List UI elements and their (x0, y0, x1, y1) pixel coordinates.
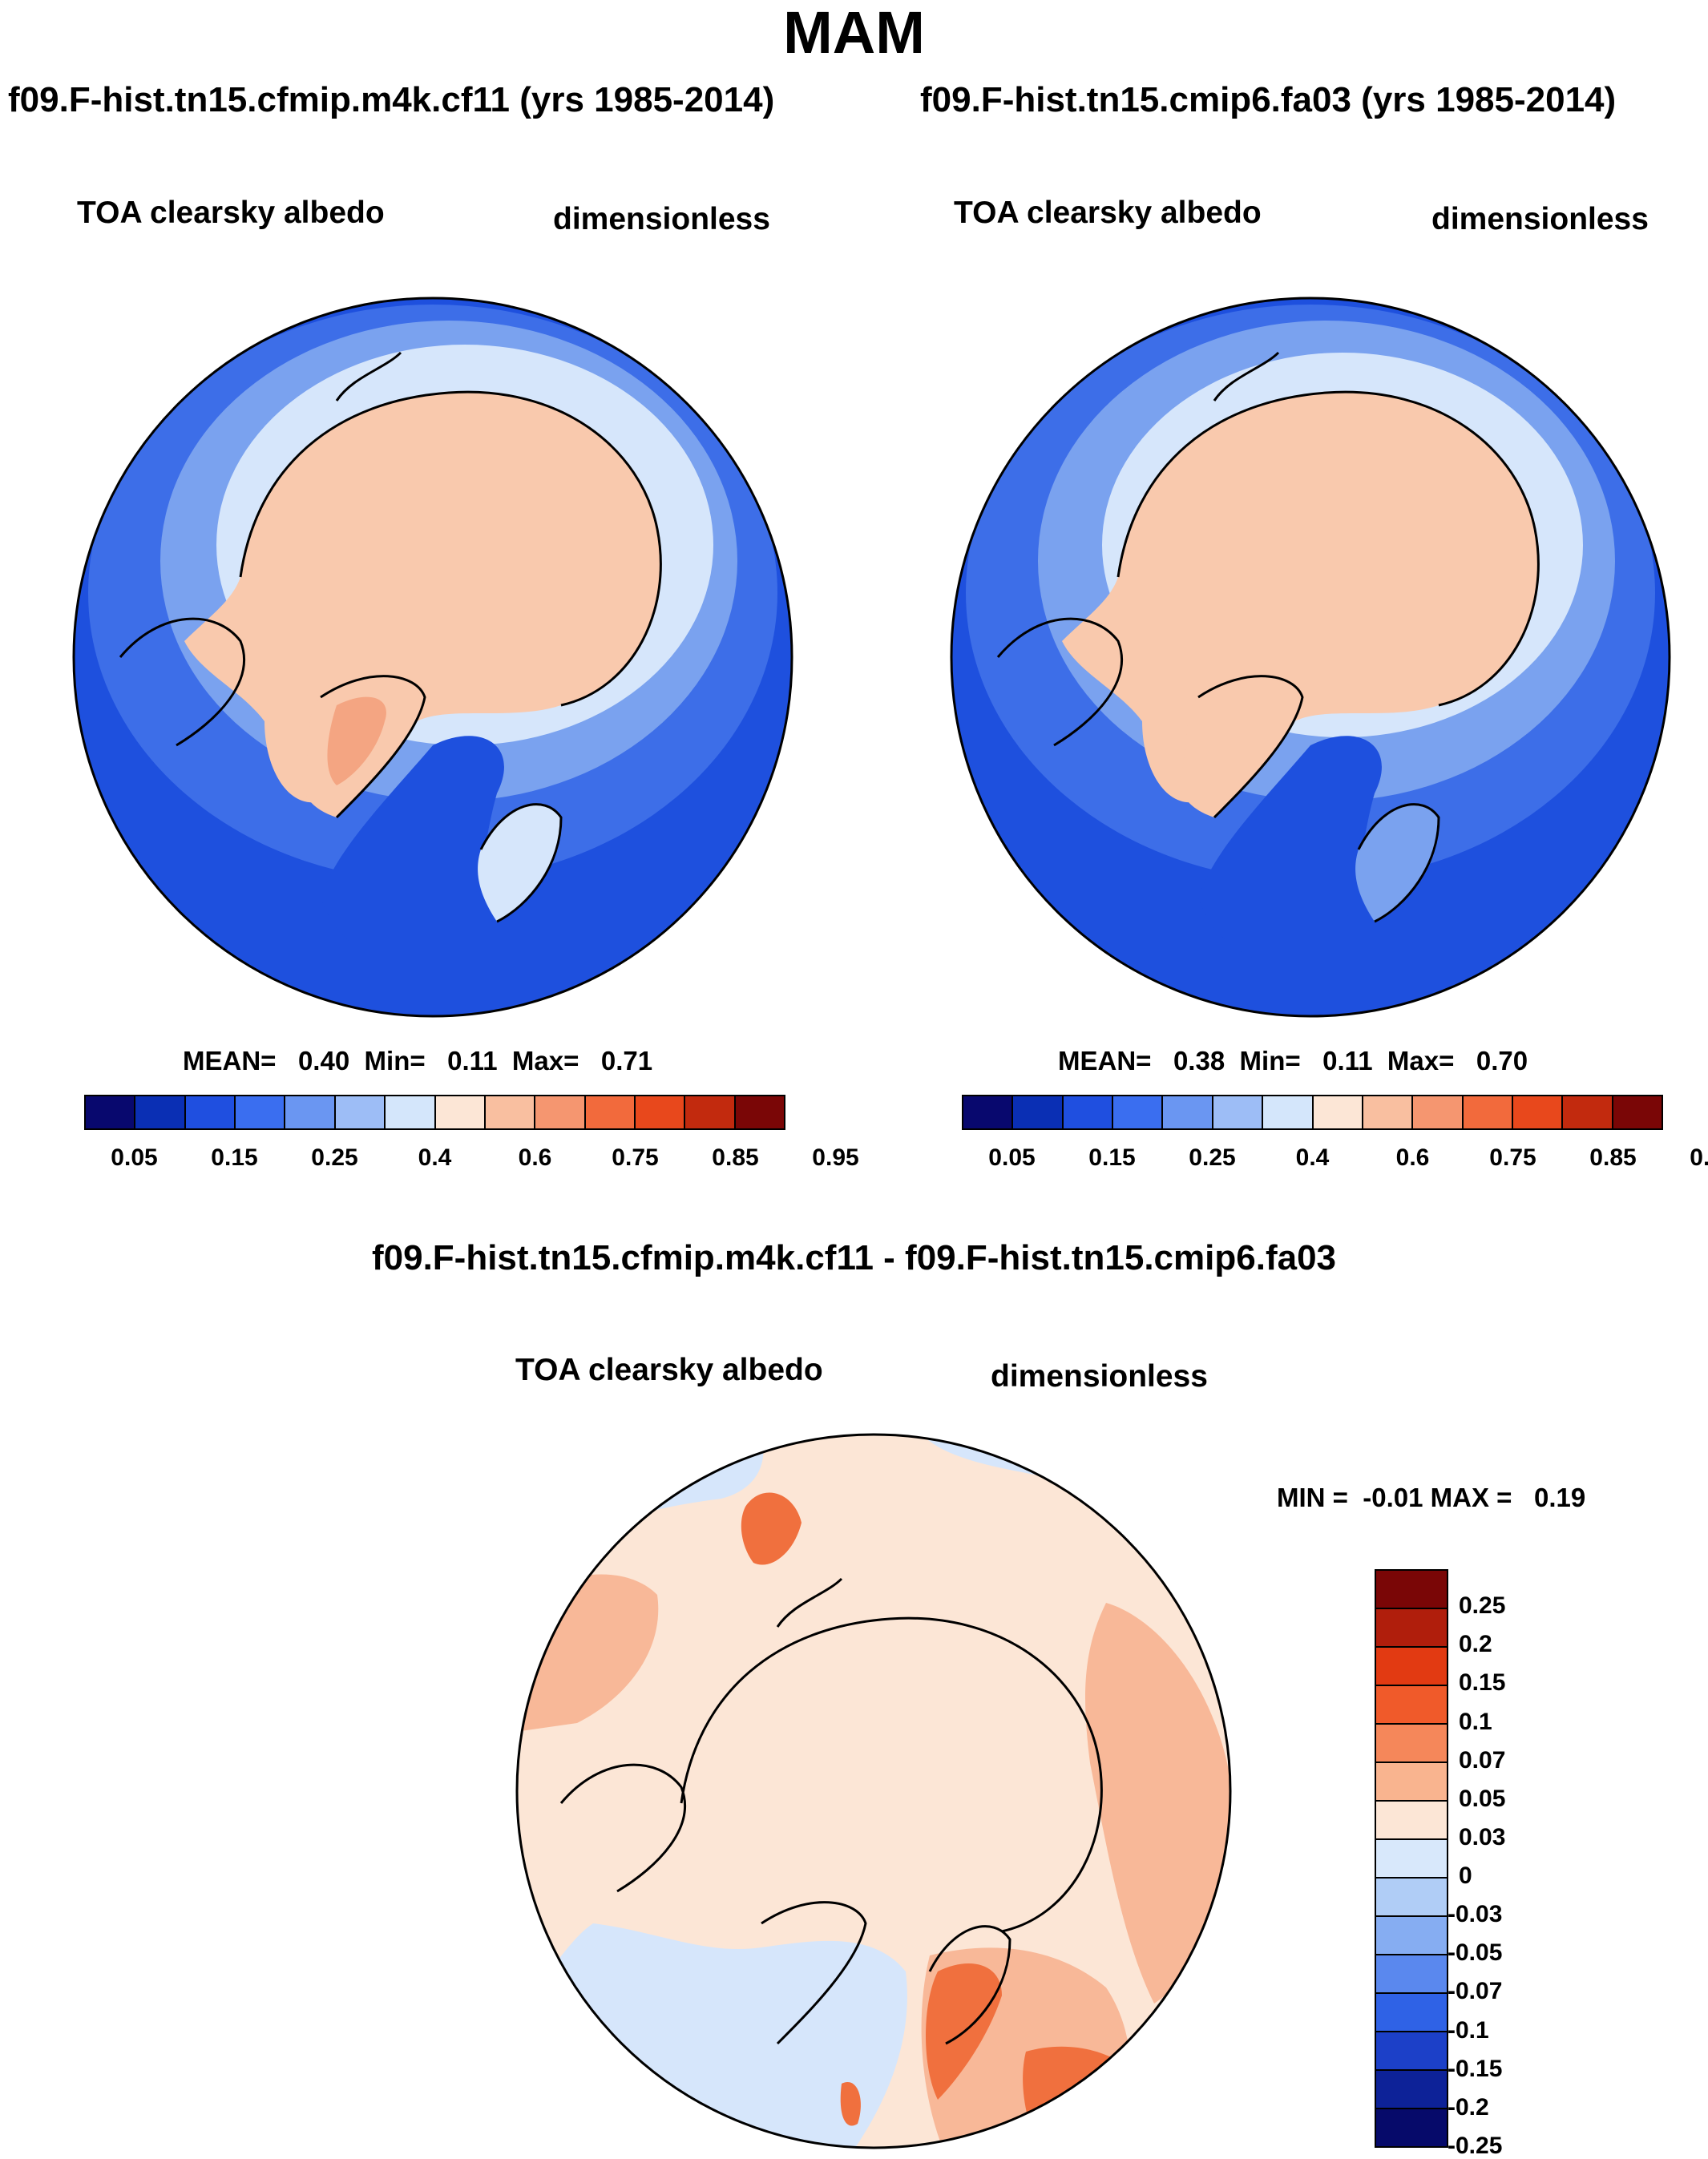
colorbar-tick-label: 0.6 (495, 1146, 575, 1170)
panel3-hot-russia (1023, 2047, 1154, 2156)
colorbar-tick-label: 0.05 (95, 1146, 175, 1170)
colorbar-tick-label: -0.07 (1448, 1979, 1502, 2004)
colorbar-tick-label: 0.25 (1459, 1594, 1505, 1618)
colorbar-swatch (1376, 1763, 1447, 1802)
colorbar-tick-label: 0.15 (1072, 1146, 1153, 1170)
colorbar-tick-label: 0.15 (195, 1146, 275, 1170)
colorbar-tick-label: 0.07 (1459, 1749, 1505, 1773)
colorbar-tick-label: 0.95 (796, 1146, 876, 1170)
colorbar-tick-label: -0.2 (1448, 2096, 1489, 2120)
colorbar-swatch (1376, 1917, 1447, 1955)
colorbar-tick-label: -0.05 (1448, 1941, 1502, 1965)
colorbar-tick-label: 0.4 (1273, 1146, 1353, 1170)
colorbar-swatch (1376, 2109, 1447, 2146)
colorbar-tick-label: -0.15 (1448, 2057, 1502, 2081)
colorbar-swatch (1376, 1571, 1447, 1609)
colorbar-tick-label: 0.4 (395, 1146, 475, 1170)
colorbar-tick-label: 0.15 (1459, 1671, 1505, 1695)
colorbar-swatch (1376, 1955, 1447, 1994)
colorbar-tick-label: 0.85 (696, 1146, 776, 1170)
colorbar-tick-label: 0.2 (1459, 1632, 1492, 1657)
colorbar-tick-label: -0.1 (1448, 2019, 1489, 2043)
colorbar-swatch (1376, 1840, 1447, 1879)
colorbar-swatch (1376, 1648, 1447, 1686)
panel3-minmax: MIN = -0.01 MAX = 0.19 (1277, 1484, 1585, 1511)
colorbar-swatch (1376, 2071, 1447, 2109)
colorbar-swatch (1376, 2032, 1447, 2071)
colorbar-swatch (1376, 1686, 1447, 1725)
colorbar-tick-label: -0.25 (1448, 2134, 1502, 2158)
colorbar-tick-label: 0.85 (1573, 1146, 1653, 1170)
colorbar-tick-label: 0.03 (1459, 1826, 1505, 1850)
panel3-colorbar (1375, 1569, 1448, 2148)
colorbar-tick-label: 0.6 (1373, 1146, 1453, 1170)
colorbar-swatch (1376, 1609, 1447, 1648)
colorbar-tick-label: -0.03 (1448, 1903, 1502, 1927)
colorbar-tick-label: 0.25 (295, 1146, 375, 1170)
colorbar-swatch (1376, 1802, 1447, 1840)
colorbar-tick-label: 0.1 (1459, 1710, 1492, 1734)
colorbar-tick-label: 0 (1459, 1864, 1472, 1888)
colorbar-tick-label: 0.25 (1173, 1146, 1253, 1170)
colorbar-tick-label: 0.95 (1674, 1146, 1708, 1170)
colorbar-tick-label: 0.05 (1459, 1787, 1505, 1811)
colorbar-swatch (1376, 1879, 1447, 1917)
colorbar-swatch (1376, 1994, 1447, 2032)
colorbar-tick-label: 0.75 (1473, 1146, 1553, 1170)
colorbar-tick-label: 0.05 (972, 1146, 1052, 1170)
colorbar-swatch (1376, 1725, 1447, 1763)
colorbar-tick-label: 0.75 (596, 1146, 676, 1170)
